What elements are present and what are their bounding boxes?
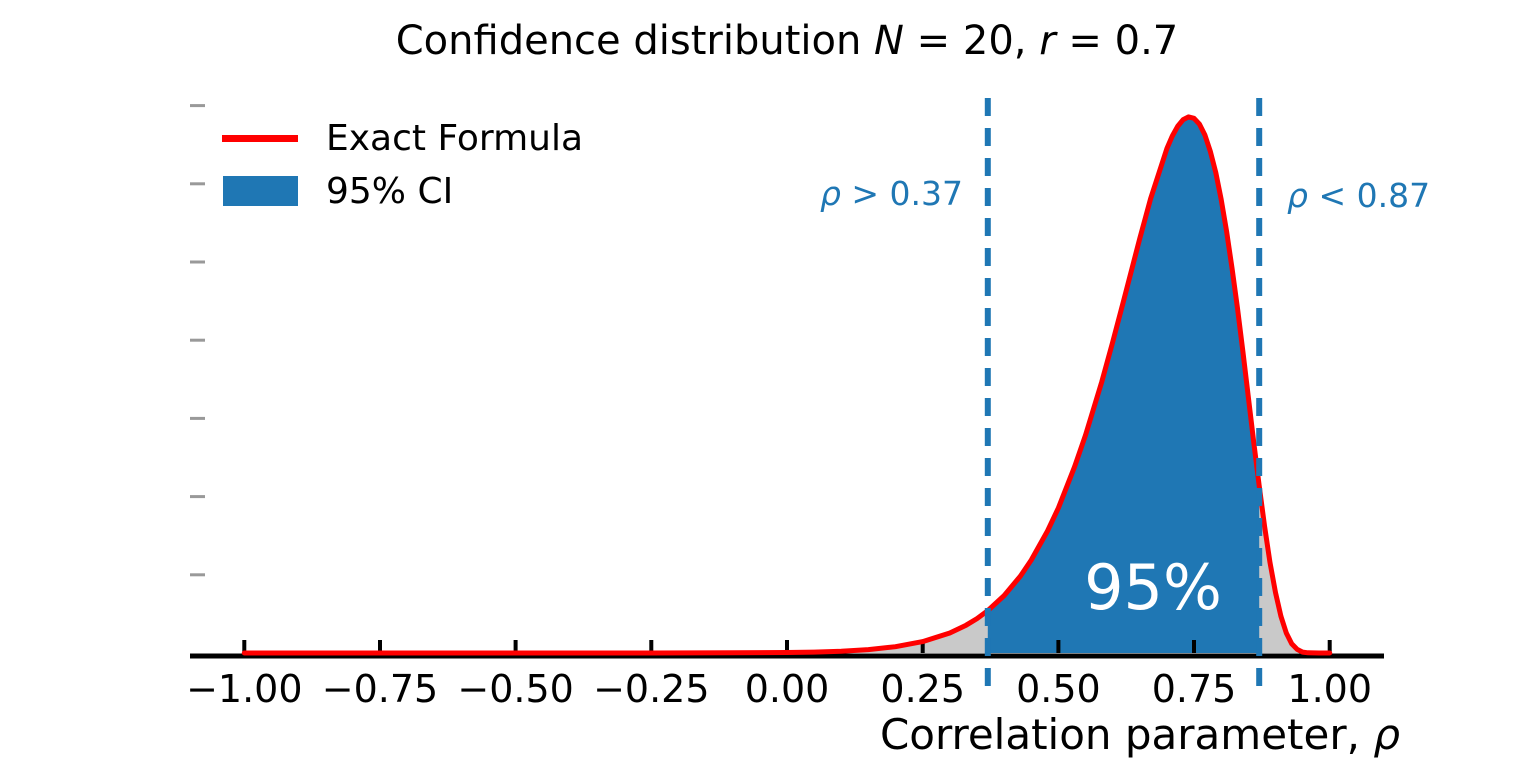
bound-value-text: < 0.87 <box>1307 176 1431 215</box>
chart-title: Confidence distribution N = 20, r = 0.7 <box>190 18 1384 64</box>
x-tick-label: −1.00 <box>186 667 302 711</box>
x-tick-label: 0.50 <box>1016 667 1101 711</box>
x-tick-label: 1.00 <box>1287 667 1372 711</box>
x-tick-label: −0.25 <box>593 667 709 711</box>
legend-item-exact-formula: Exact Formula <box>222 116 583 160</box>
legend-label: Exact Formula <box>326 117 584 159</box>
rho-symbol: ρ <box>819 174 841 213</box>
legend: Exact Formula 95% CI <box>222 116 583 222</box>
title-text-part: Confidence distribution <box>395 18 875 64</box>
blue-patch-swatch-icon <box>222 176 298 206</box>
ci-upper-bound-label: ρ < 0.87 <box>1287 176 1431 215</box>
x-tick-label: −0.50 <box>457 667 573 711</box>
rho-symbol: ρ <box>1373 710 1400 759</box>
ci-lower-bound-label: ρ > 0.37 <box>819 174 963 213</box>
x-tick-label: −0.75 <box>322 667 438 711</box>
x-axis-label-text: Correlation parameter, <box>879 710 1374 759</box>
title-N-symbol: N <box>874 18 904 64</box>
x-tick-label: 0.00 <box>745 667 830 711</box>
legend-label: 95% CI <box>326 170 454 212</box>
title-text-part: = 20, <box>903 18 1040 64</box>
density-curve <box>241 114 1333 656</box>
x-tick-label: 0.75 <box>1152 667 1237 711</box>
bound-value-text: > 0.37 <box>840 174 963 213</box>
rho-symbol: ρ <box>1287 176 1308 215</box>
legend-item-95-ci: 95% CI <box>222 169 583 213</box>
title-r-symbol: r <box>1039 18 1056 64</box>
red-line-swatch-icon <box>222 134 298 142</box>
x-axis-label: Correlation parameter, ρ <box>880 710 1400 759</box>
title-text-part: = 0.7 <box>1055 18 1179 64</box>
x-tick-label: 0.25 <box>880 667 965 711</box>
ci-percentage-label: 95% <box>1084 551 1222 624</box>
